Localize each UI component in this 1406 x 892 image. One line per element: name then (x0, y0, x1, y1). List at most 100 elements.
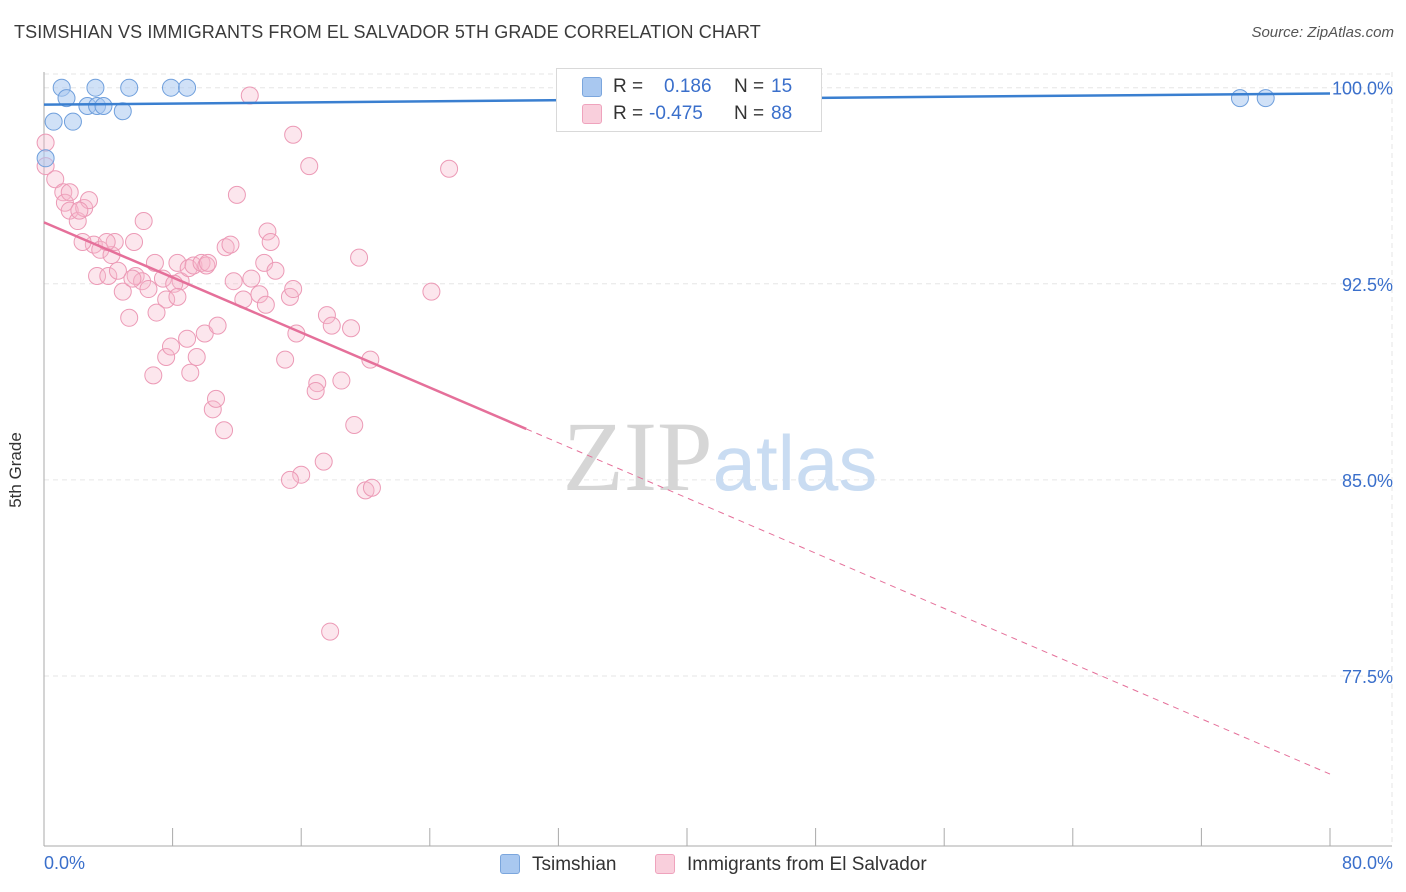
data-point-el-salvador (168, 253, 187, 272)
data-point-el-salvador (284, 280, 303, 299)
data-point-tsimshian (94, 96, 113, 115)
data-point-el-salvador (322, 316, 341, 335)
data-point-el-salvador (99, 266, 118, 285)
data-point-el-salvador (181, 363, 200, 382)
grid-layer (44, 72, 1393, 846)
data-point-tsimshian (44, 112, 63, 131)
chart-source: Source: ZipAtlas.com (1251, 24, 1394, 41)
data-point-el-salvador (350, 248, 369, 267)
data-point-el-salvador (203, 400, 222, 419)
data-point-el-salvador (198, 253, 217, 272)
x-tick-label: 0.0% (44, 853, 85, 873)
r-value: 0.186 (664, 76, 712, 97)
n-value: 15 (771, 76, 793, 97)
data-point-el-salvador (113, 282, 132, 301)
legend-label: Immigrants from El Salvador (687, 854, 927, 875)
watermark-zip: ZIP (563, 401, 713, 512)
data-point-el-salvador (178, 329, 197, 348)
data-point-el-salvador (125, 232, 144, 251)
data-point-el-salvador (440, 159, 459, 178)
data-point-el-salvador (342, 319, 361, 338)
data-point-el-salvador (300, 157, 319, 176)
data-point-el-salvador (332, 371, 351, 390)
y-tick-label: 85.0% (1342, 471, 1393, 491)
data-point-el-salvador (139, 280, 158, 299)
n-value: 88 (771, 103, 793, 124)
data-point-el-salvador (284, 125, 303, 144)
data-point-el-salvador (208, 316, 227, 335)
data-point-tsimshian (1230, 89, 1249, 108)
data-point-el-salvador (362, 478, 381, 497)
data-point-el-salvador (261, 232, 280, 251)
data-point-el-salvador (308, 374, 327, 393)
data-point-el-salvador (168, 287, 187, 306)
y-tick-label: 100.0% (1332, 79, 1393, 99)
data-point-el-salvador (134, 212, 153, 231)
data-point-tsimshian (120, 78, 139, 97)
data-point-el-salvador (280, 470, 299, 489)
data-point-el-salvador (197, 256, 216, 275)
data-point-tsimshian (57, 89, 76, 108)
watermark: ZIPatlas (563, 401, 878, 512)
y-axis-label: 5th Grade (6, 432, 25, 508)
data-point-el-salvador (216, 238, 235, 257)
data-point-el-salvador (157, 290, 176, 309)
tsimshian-swatch (582, 77, 602, 97)
data-point-el-salvador (314, 452, 333, 471)
el-salvador-legend-swatch (655, 854, 675, 874)
axis-layer (43, 72, 1392, 847)
data-point-el-salvador (108, 261, 127, 280)
data-point-el-salvador (187, 348, 206, 367)
tsimshian-legend-swatch (500, 854, 520, 874)
data-point-el-salvador (240, 86, 259, 105)
data-point-tsimshian (86, 78, 105, 97)
data-point-el-salvador (215, 421, 234, 440)
data-point-el-salvador (306, 382, 325, 401)
data-point-el-salvador (123, 269, 142, 288)
el-salvador-swatch (582, 104, 602, 124)
y-tick-label: 92.5% (1342, 275, 1393, 295)
y-tick-label: 77.5% (1342, 667, 1393, 687)
data-point-el-salvador (242, 269, 261, 288)
data-point-el-salvador (317, 306, 336, 325)
data-point-el-salvador (60, 183, 79, 202)
data-point-tsimshian (36, 149, 55, 168)
trend-line-el-salvador (43, 221, 527, 431)
x-tick-label: 80.0% (1342, 853, 1393, 873)
data-point-el-salvador (147, 303, 166, 322)
data-point-el-salvador (422, 282, 441, 301)
data-point-el-salvador (276, 350, 295, 369)
data-point-el-salvador (227, 185, 246, 204)
data-point-el-salvador (224, 272, 243, 291)
data-point-el-salvador (120, 308, 139, 327)
data-point-el-salvador (144, 366, 163, 385)
data-point-el-salvador (266, 261, 285, 280)
data-point-tsimshian (63, 112, 82, 131)
chart-title: TSIMSHIAN VS IMMIGRANTS FROM EL SALVADOR… (14, 22, 761, 42)
label-layer: 100.0% 92.5% 85.0% 77.5% 0.0% 80.0% (44, 79, 1393, 873)
stats-legend: R = 0.186 N = 15 R = -0.475 N = 88 (556, 68, 822, 132)
r-value: -0.475 (649, 103, 703, 124)
trend-line-el-salvador-extrapolated (526, 428, 1331, 775)
data-point-tsimshian (1256, 89, 1275, 108)
data-point-el-salvador (46, 170, 65, 189)
data-point-el-salvador (36, 133, 55, 152)
data-point-el-salvador (161, 337, 180, 356)
data-point-tsimshian (161, 78, 180, 97)
watermark-atlas: atlas (713, 419, 878, 507)
data-point-el-salvador (157, 348, 176, 367)
data-point-el-salvador (321, 622, 340, 641)
data-point-tsimshian (113, 102, 132, 121)
data-point-el-salvador (345, 416, 364, 435)
data-point-el-salvador (292, 465, 311, 484)
r-label: R = (613, 76, 644, 97)
data-point-el-salvador (258, 222, 277, 241)
data-point-el-salvador (250, 285, 269, 304)
legend-label: Tsimshian (532, 854, 617, 875)
data-point-el-salvador (207, 389, 226, 408)
data-point-tsimshian (178, 78, 197, 97)
data-point-el-salvador (256, 295, 275, 314)
r-label: R = (613, 103, 644, 124)
data-point-el-salvador (221, 235, 240, 254)
